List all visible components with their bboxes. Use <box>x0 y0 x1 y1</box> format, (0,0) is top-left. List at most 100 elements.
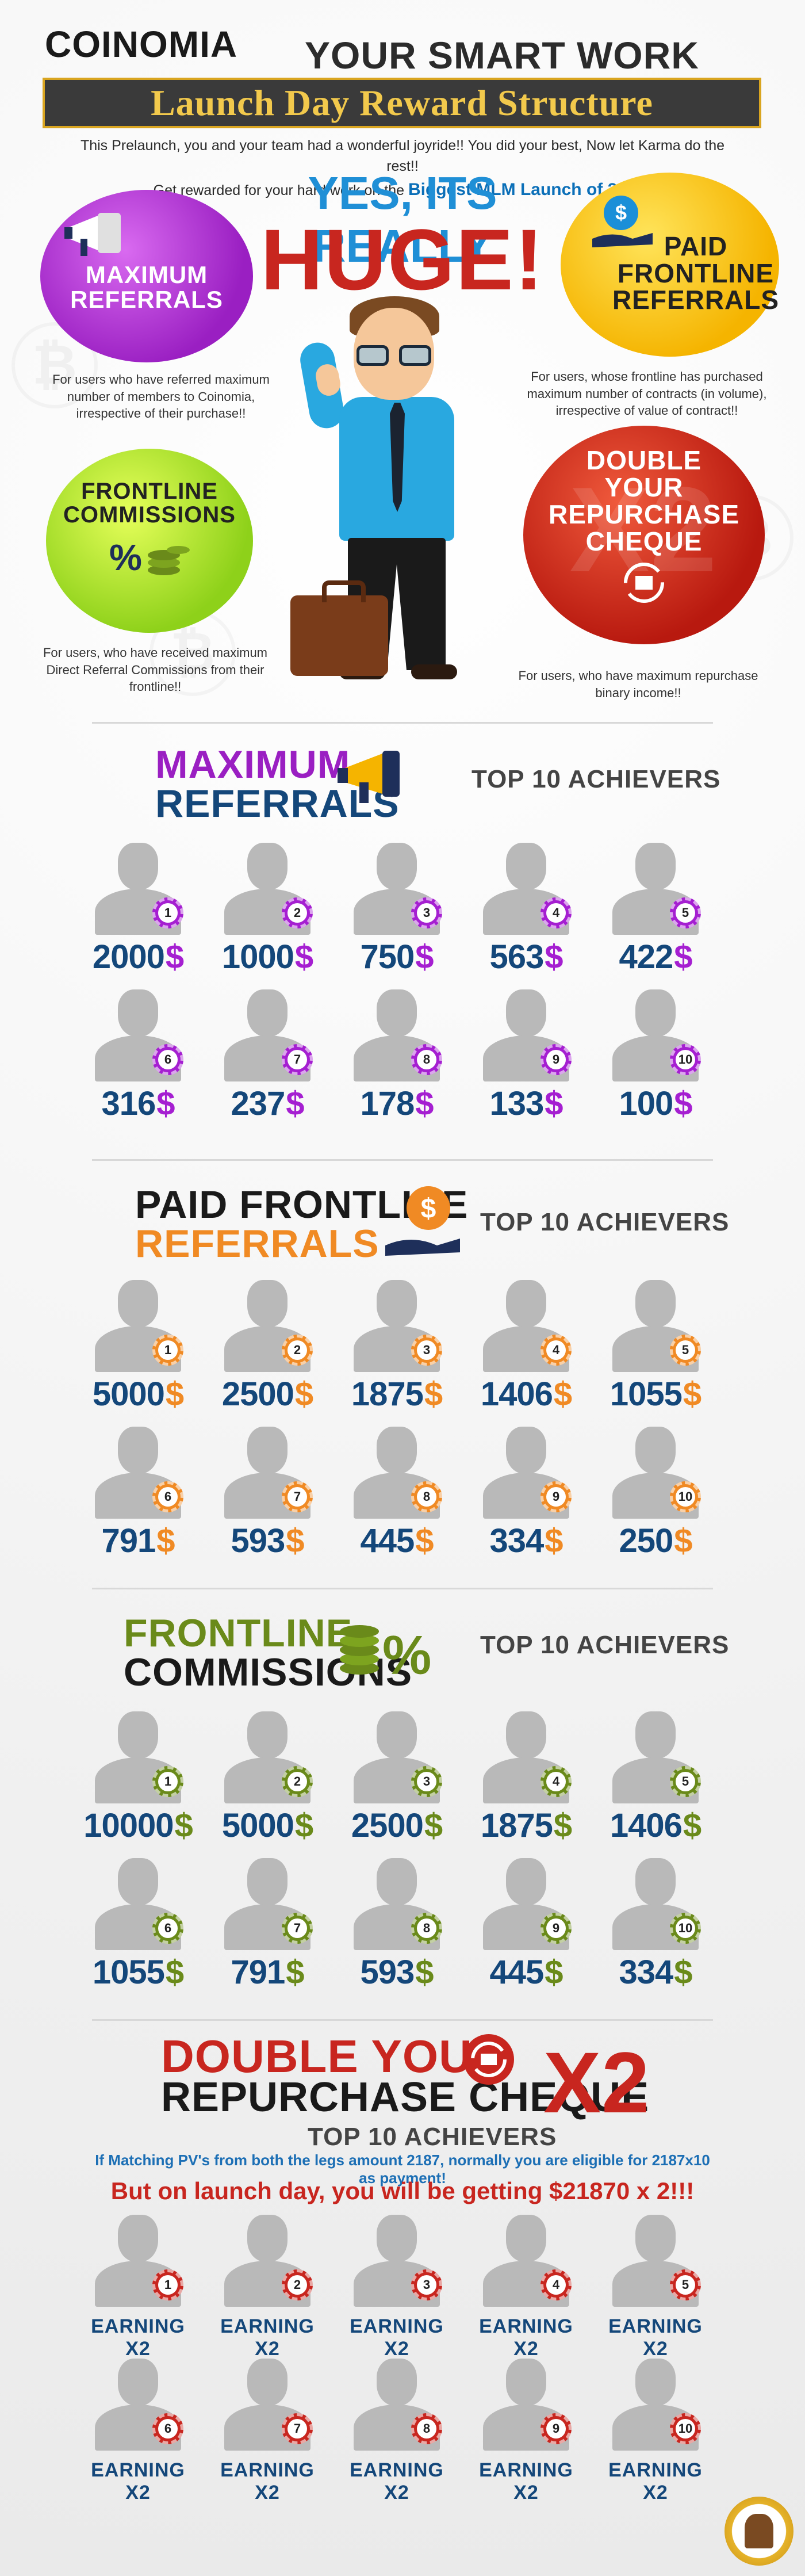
reward-amount: 1875$ <box>480 1807 572 1844</box>
achiever-card: 5 1406$ <box>598 1711 707 1855</box>
rank-number: 3 <box>417 903 436 923</box>
svg-text:$: $ <box>615 201 627 224</box>
rank-number: 1 <box>158 903 178 923</box>
section-subtitle-repurchase-cheque: REPURCHASE CHEQUE <box>161 2074 650 2120</box>
rank-number: 2 <box>288 2275 307 2295</box>
rank-number: 4 <box>546 2275 566 2295</box>
currency-symbol: $ <box>545 1085 563 1122</box>
currency-symbol: $ <box>674 1954 692 1991</box>
achiever-card: 5 EARNING X2 <box>598 2215 707 2360</box>
achiever-card: 2 1000$ <box>210 843 319 987</box>
bitcoin-watermark-icon: ₿ <box>150 610 236 696</box>
rank-badge-icon: 9 <box>540 1044 572 1075</box>
currency-symbol: $ <box>545 938 563 976</box>
earning-label: EARNING X2 <box>479 2459 573 2504</box>
reward-amount: 2500$ <box>221 1375 313 1413</box>
rank-badge-icon: 10 <box>670 1913 701 1944</box>
currency-symbol: $ <box>286 1522 304 1560</box>
earning-label: EARNING X2 <box>608 2315 703 2360</box>
achiever-card: 10 100$ <box>598 989 707 1133</box>
earning-label: EARNING X2 <box>350 2459 444 2504</box>
rank-badge-icon: 3 <box>411 897 442 928</box>
reward-amount: 445$ <box>489 1954 563 1991</box>
achiever-card: 7 791$ <box>210 1858 319 2002</box>
achiever-card: 8 445$ <box>339 1427 448 1570</box>
currency-symbol: $ <box>415 1954 434 1991</box>
rank-number: 1 <box>158 1340 178 1360</box>
earning-label: EARNING X2 <box>350 2315 444 2360</box>
max-referrals-description: For users who have referred maximum numb… <box>52 372 270 421</box>
user-avatar-icon <box>92 989 181 1081</box>
rank-badge-icon: 9 <box>540 1481 572 1512</box>
reward-amount: 445$ <box>360 1522 434 1560</box>
achiever-card: 9 EARNING X2 <box>469 2359 578 2504</box>
user-avatar-icon <box>92 1427 181 1519</box>
achiever-card: 10 EARNING X2 <box>598 2359 707 2504</box>
reward-amount: 1055$ <box>92 1954 184 1991</box>
currency-symbol: $ <box>683 1807 702 1844</box>
rank-number: 9 <box>546 1487 566 1507</box>
rank-number: 5 <box>676 1340 695 1360</box>
currency-symbol: $ <box>165 1375 184 1413</box>
reward-amount: 593$ <box>231 1522 304 1560</box>
currency-symbol: $ <box>415 1522 434 1560</box>
svg-text:$: $ <box>421 1194 436 1224</box>
currency-symbol: $ <box>674 938 692 976</box>
rank-number: 6 <box>158 1487 178 1507</box>
dollar-hand-icon: $ <box>385 1186 460 1256</box>
rank-badge-icon: 4 <box>540 2269 572 2300</box>
rank-number: 5 <box>676 1772 695 1791</box>
achiever-card: 9 445$ <box>469 1858 578 2002</box>
rank-number: 2 <box>288 1340 307 1360</box>
achiever-card: 3 2500$ <box>339 1711 448 1855</box>
hero-title-yes: YES, ITS REALLY <box>308 167 497 272</box>
top-10-label: TOP 10 ACHIEVERS <box>480 1631 730 1659</box>
briefcase-icon <box>290 580 388 676</box>
rank-badge-icon: 2 <box>282 2269 313 2300</box>
megaphone-icon <box>338 751 400 803</box>
rank-number: 8 <box>417 1050 436 1069</box>
achiever-card: 8 EARNING X2 <box>339 2359 448 2504</box>
rank-badge-icon: 8 <box>411 2413 442 2444</box>
top-10-label: TOP 10 ACHIEVERS <box>308 2123 557 2151</box>
businessman-illustration <box>297 296 489 687</box>
achiever-card: 3 EARNING X2 <box>339 2215 448 2360</box>
bubble-paid-frontline: $ PAID FRONTLINE REFERRALS <box>561 173 779 357</box>
rank-number: 4 <box>546 903 566 923</box>
reward-amount: 2500$ <box>351 1807 443 1844</box>
achiever-card: 1 10000$ <box>80 1711 193 1855</box>
currency-symbol: $ <box>294 1375 313 1413</box>
rank-number: 10 <box>676 1050 695 1069</box>
rank-number: 3 <box>417 1772 436 1791</box>
bubble-title: MAXIMUM REFERRALS <box>70 261 223 313</box>
achiever-card: 5 1055$ <box>598 1280 707 1424</box>
achiever-card: 7 237$ <box>210 989 319 1133</box>
double-cheque-description: For users, who have maximum repurchase b… <box>518 668 758 700</box>
achiever-card: 9 334$ <box>469 1427 578 1570</box>
rank-badge-icon: 7 <box>282 2413 313 2444</box>
currency-symbol: $ <box>553 1375 572 1413</box>
rank-number: 10 <box>676 1487 695 1507</box>
rank-badge-icon: 9 <box>540 1913 572 1944</box>
rank-badge-icon: 3 <box>411 1335 442 1366</box>
bubble-frontline-commissions: FRONTLINE COMMISSIONS % <box>46 449 253 633</box>
currency-symbol: $ <box>286 1085 304 1122</box>
achiever-card: 1 5000$ <box>80 1280 190 1424</box>
achiever-card: 6 EARNING X2 <box>80 2359 190 2504</box>
rank-badge-icon: 4 <box>540 897 572 928</box>
refresh-cash-icon <box>624 562 664 603</box>
achiever-card: 3 750$ <box>339 843 448 987</box>
rank-number: 5 <box>676 2275 695 2295</box>
earning-label: EARNING X2 <box>479 2315 573 2360</box>
currency-symbol: $ <box>545 1954 563 1991</box>
user-avatar-icon <box>221 1711 310 1803</box>
header: COINOMIA YOUR SMART WORK PAYS !!! Launch… <box>0 12 805 199</box>
reward-amount: 750$ <box>360 938 434 976</box>
reward-amount: 422$ <box>619 938 692 976</box>
rank-number: 7 <box>288 1918 307 1938</box>
rank-number: 3 <box>417 2275 436 2295</box>
achiever-card: 9 133$ <box>469 989 578 1133</box>
currency-symbol: $ <box>156 1085 175 1122</box>
currency-symbol: $ <box>156 1522 175 1560</box>
currency-symbol: $ <box>674 1522 692 1560</box>
